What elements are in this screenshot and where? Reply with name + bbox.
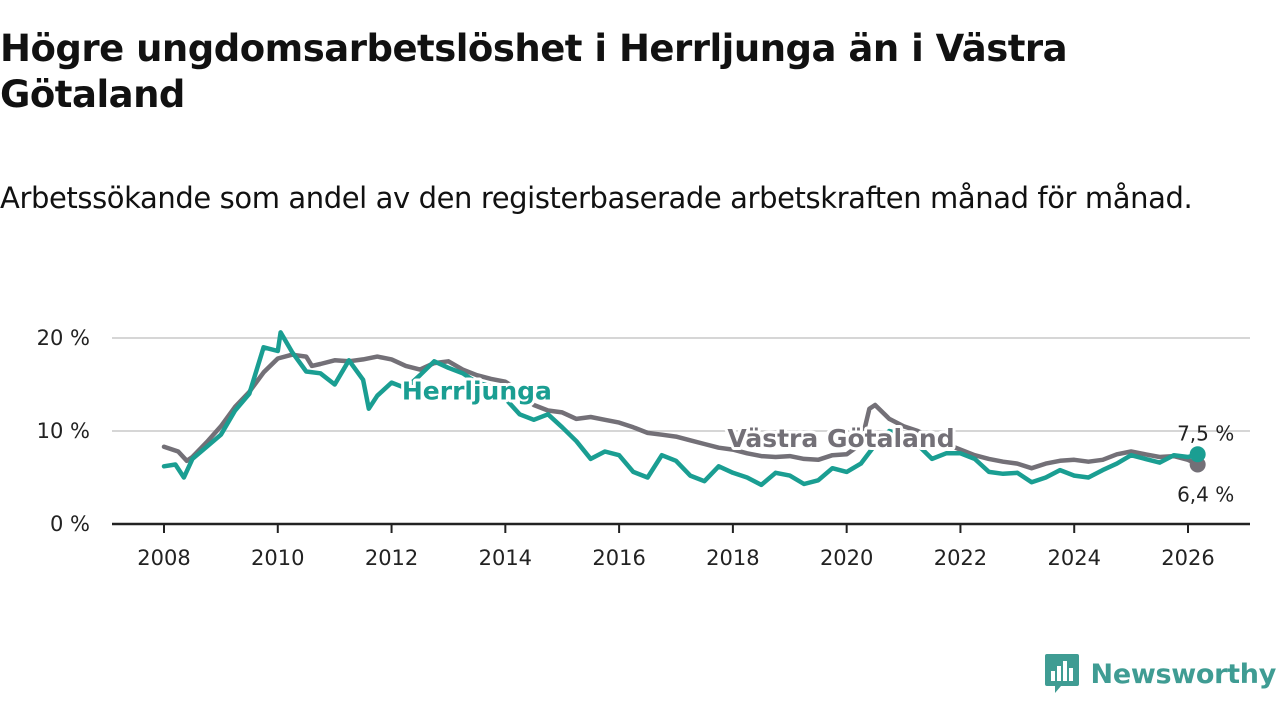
x-tick-label: 2018 <box>706 546 759 570</box>
series-line-vastra-gotaland <box>161 352 1200 471</box>
chart-subtitle: Arbetssökande som andel av den registerb… <box>0 181 1193 215</box>
brand: Newsworthy <box>1044 652 1277 696</box>
y-tick-label: 0 % <box>50 512 90 536</box>
x-tick-label: 2010 <box>251 546 304 570</box>
y-tick-label: 20 % <box>37 326 90 350</box>
x-tick-label: 2022 <box>934 546 987 570</box>
y-axis-labels: 0 % 10 % 20 % <box>37 326 90 536</box>
x-tick-label: 2012 <box>365 546 418 570</box>
end-label-herrljunga: 7,5 % <box>1177 421 1234 445</box>
x-tick-label: 2016 <box>592 546 645 570</box>
end-label-vastra-gotaland: 6,4 % <box>1177 482 1234 506</box>
line-chart: 0 % 10 % 20 % 2008 2010 2012 2014 2016 2018 2020… <box>37 326 1250 570</box>
series-lines <box>161 330 1200 488</box>
end-markers: 6,4 % 7,5 % <box>1177 421 1234 506</box>
x-tick-label: 2014 <box>479 546 532 570</box>
newsworthy-chart-icon <box>1044 654 1079 693</box>
chart-title: Högre ungdomsarbetslöshet i Herrljunga ä… <box>0 27 1068 116</box>
series-annotations: Herrljunga Västra Götaland <box>399 373 958 455</box>
x-tick-label: 2008 <box>137 546 190 570</box>
y-tick-label: 10 % <box>37 419 90 443</box>
x-axis: 2008 2010 2012 2014 2016 2018 2020 2022 2024 2026 <box>112 522 1250 570</box>
series-label-herrljunga: Herrljunga <box>402 376 552 405</box>
brand-name: Newsworthy <box>1090 658 1277 690</box>
x-tick-label: 2026 <box>1161 546 1214 570</box>
end-marker-herrljunga <box>1189 446 1206 463</box>
series-label-vastra-gotaland: Västra Götaland <box>727 424 954 453</box>
x-tick-label: 2020 <box>820 546 873 570</box>
x-tick-label: 2024 <box>1047 546 1100 570</box>
series-line-herrljunga <box>161 330 1200 488</box>
grid-lines <box>112 337 1250 432</box>
